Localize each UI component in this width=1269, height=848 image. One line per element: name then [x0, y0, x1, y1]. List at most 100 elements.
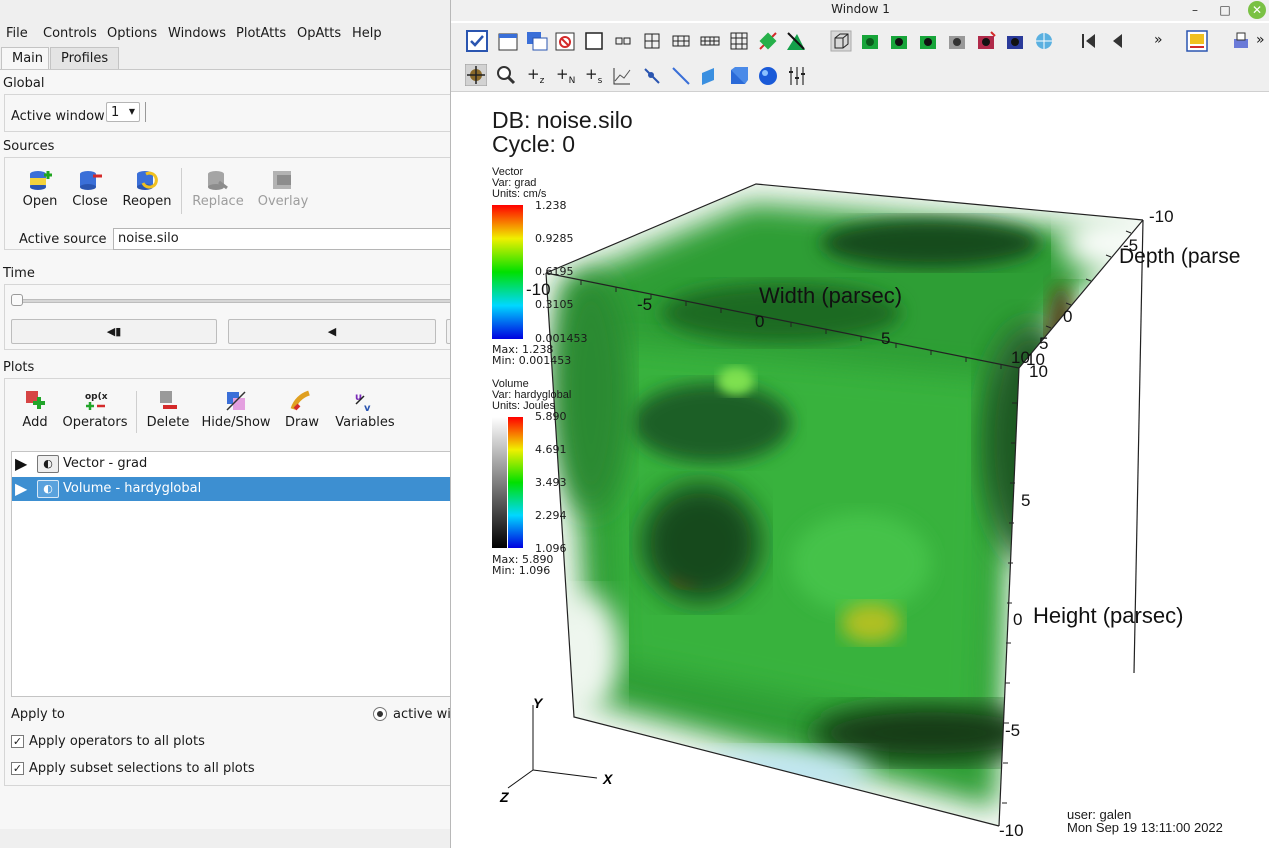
apply-subset-checkbox[interactable]: ✓: [11, 762, 24, 775]
camera-icon[interactable]: [917, 30, 939, 52]
menu-plotatts[interactable]: PlotAtts: [236, 26, 287, 41]
layout-3x3-icon[interactable]: [728, 30, 750, 52]
sphere-tool-icon[interactable]: [757, 65, 779, 87]
toolbar-overflow-2-icon[interactable]: »: [1256, 32, 1265, 48]
hideshow-button[interactable]: Hide/Show: [201, 389, 271, 430]
open-label: Open: [22, 194, 58, 209]
draw-button[interactable]: Draw: [279, 389, 325, 430]
plot-visibility-icon[interactable]: ◐: [37, 455, 59, 473]
menu-opatts[interactable]: OpAtts: [297, 26, 342, 41]
close-window-icon[interactable]: ✕: [1248, 1, 1266, 19]
camera-recenter-icon[interactable]: [859, 30, 881, 52]
menu-options[interactable]: Options: [107, 26, 158, 41]
line-tool-icon[interactable]: [670, 65, 692, 87]
active-checkbox-icon[interactable]: [466, 30, 488, 52]
plot-list-item[interactable]: ▶ ◐ Vector - grad: [12, 452, 460, 476]
vector-legend: Vector Var: grad Units: cm/s: [492, 167, 546, 200]
layout-2x4-icon[interactable]: [699, 30, 721, 52]
active-window-select[interactable]: 1 ▼: [106, 102, 140, 122]
layout-2x3-icon[interactable]: [670, 30, 692, 52]
depth-tick-label: 5: [1039, 334, 1048, 353]
time-slider-handle[interactable]: [11, 294, 23, 306]
zoom-icon[interactable]: [495, 64, 517, 86]
width-tick-label: -5: [637, 295, 652, 314]
first-frame-icon[interactable]: [1078, 30, 1100, 52]
tab-profiles[interactable]: Profiles: [50, 47, 119, 70]
operators-label: Operators: [62, 415, 128, 430]
node-pick-icon[interactable]: +N: [556, 65, 576, 86]
zone-pick-icon[interactable]: +z: [527, 65, 545, 86]
step-back-button[interactable]: ◀▮: [11, 319, 217, 344]
expand-triangle-icon[interactable]: ▶: [15, 454, 28, 473]
menu-windows[interactable]: Windows: [168, 26, 227, 41]
lock-time-icon[interactable]: [785, 30, 807, 52]
camera-choose-icon[interactable]: [975, 30, 997, 52]
window-titlebar[interactable]: Window 1 – □ ✕: [451, 0, 1269, 21]
volume-legend-colorbar: [508, 417, 523, 548]
vector-legend-min: Min: 0.001453: [492, 354, 572, 367]
lock-view-icon[interactable]: [757, 30, 779, 52]
operators-icon: op(x): [85, 392, 108, 410]
height-axis-title: Height (parsec): [1033, 603, 1183, 628]
operators-button[interactable]: op(x) Operators: [61, 389, 129, 430]
globe-icon[interactable]: [1033, 30, 1055, 52]
play-backward-button[interactable]: ◀: [228, 319, 436, 344]
active-source-value: noise.silo: [118, 231, 179, 246]
expand-triangle-icon[interactable]: ▶: [15, 479, 28, 498]
overlay-button[interactable]: Overlay: [253, 168, 313, 209]
volume-legend-min: Min: 1.096: [492, 564, 551, 577]
plots-title: Plots: [3, 360, 35, 375]
active-source-combo[interactable]: noise.silo: [113, 228, 460, 250]
volume-legend-max: Max: 5.890: [492, 553, 554, 566]
tab-main[interactable]: Main: [1, 47, 49, 71]
close-button[interactable]: Close: [69, 168, 111, 209]
spreadsheet-pick-icon[interactable]: +s: [585, 65, 603, 86]
vector-legend-max: Max: 1.238: [492, 343, 554, 356]
delete-plot-button[interactable]: Delete: [143, 389, 193, 430]
depth-axis-title: Depth (parse: [1119, 245, 1240, 268]
minimize-icon[interactable]: –: [1192, 3, 1198, 17]
print-icon[interactable]: [1231, 30, 1253, 52]
camera-delete-icon[interactable]: [1004, 30, 1026, 52]
new-window-icon[interactable]: [497, 30, 519, 52]
vector-legend-colorbar: [492, 205, 523, 339]
window-info-icon[interactable]: [1186, 30, 1208, 52]
axis-restrict-icon[interactable]: [786, 65, 808, 87]
menu-file[interactable]: File: [6, 26, 28, 41]
axis-annotations: Width (parsec) Height (parsec) Depth (pa…: [526, 207, 1240, 840]
time-slider-track[interactable]: [11, 299, 460, 303]
perspective-box-icon[interactable]: [830, 30, 852, 52]
menu-controls[interactable]: Controls: [43, 26, 97, 41]
layout-2x2-icon[interactable]: [641, 30, 663, 52]
navigate-mode-icon[interactable]: [465, 64, 487, 86]
add-plot-button[interactable]: Add: [15, 389, 55, 430]
window-title: Window 1: [831, 2, 890, 16]
reopen-button[interactable]: Reopen: [120, 168, 174, 209]
prev-frame-icon[interactable]: [1107, 30, 1129, 52]
box-tool-icon[interactable]: [728, 65, 750, 87]
plane-tool-icon[interactable]: [699, 65, 721, 87]
user-label: user: galen: [1067, 807, 1132, 822]
lineout-icon[interactable]: [611, 65, 633, 87]
active-window-value: 1: [111, 105, 120, 120]
draw-label: Draw: [285, 415, 319, 430]
maximize-icon[interactable]: □: [1219, 3, 1231, 17]
layout-1x1-icon[interactable]: [583, 30, 605, 52]
open-button[interactable]: Open: [19, 168, 61, 209]
toolbar-overflow-icon[interactable]: »: [1154, 32, 1163, 48]
plot-visibility-icon[interactable]: ◐: [37, 480, 59, 498]
layout-1x2-icon[interactable]: [612, 30, 634, 52]
plot-list-item-selected[interactable]: ▶ ◐ Volume - hardyglobal: [12, 477, 460, 501]
apply-operators-checkbox[interactable]: ✓: [11, 735, 24, 748]
menubar: File Controls Options Windows PlotAtts O…: [0, 23, 460, 45]
clone-window-icon[interactable]: [526, 30, 548, 52]
camera-save-icon[interactable]: [946, 30, 968, 52]
render-area[interactable]: Width (parsec) Height (parsec) Depth (pa…: [451, 93, 1269, 848]
replace-button[interactable]: Replace: [188, 168, 248, 209]
camera-undo-icon[interactable]: [888, 30, 910, 52]
delete-window-icon[interactable]: [554, 30, 576, 52]
point-tool-icon[interactable]: [641, 65, 663, 87]
active-window-radio[interactable]: [373, 707, 387, 721]
menu-help[interactable]: Help: [352, 26, 382, 41]
